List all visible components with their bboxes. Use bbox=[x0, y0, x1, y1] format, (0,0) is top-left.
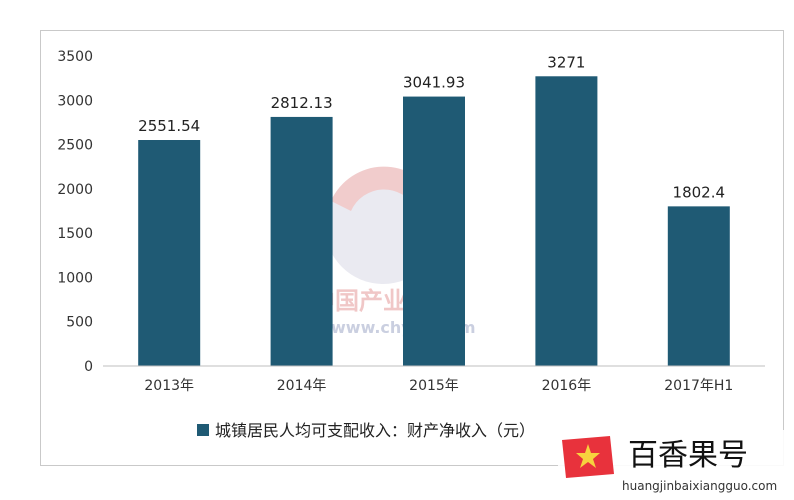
brand-name: 百香果号 bbox=[628, 438, 748, 473]
bar-value-label: 2812.13 bbox=[271, 94, 333, 112]
legend: 城镇居民人均可支配收入：财产净收入（元） bbox=[197, 421, 535, 440]
x-tick-label: 2017年H1 bbox=[664, 378, 733, 394]
y-tick-label: 3500 bbox=[57, 49, 93, 65]
x-tick-label: 2014年 bbox=[277, 378, 327, 394]
bar-chart: 中国产业信息 www.chyxx.com 0500100015002000250… bbox=[57, 49, 765, 440]
y-tick-label: 1000 bbox=[57, 270, 93, 286]
y-axis: 0 500 1000 1500 2000 2500 3000 3500 bbox=[57, 49, 93, 375]
star-icon bbox=[576, 444, 600, 468]
brand-badge: 百香果号 huangjinbaixiangguo.com bbox=[558, 430, 794, 496]
bar bbox=[403, 96, 465, 367]
bar-value-label: 3041.93 bbox=[403, 74, 465, 92]
legend-swatch bbox=[197, 424, 209, 436]
legend-label: 城镇居民人均可支配收入：财产净收入（元） bbox=[215, 421, 535, 440]
bar-value-label: 3271 bbox=[547, 53, 585, 71]
x-axis-labels: 2013年 2014年 2015年 2016年 2017年H1 bbox=[144, 378, 733, 394]
y-tick-label: 500 bbox=[66, 315, 93, 331]
bar-value-label: 2551.54 bbox=[138, 117, 200, 135]
bar bbox=[535, 76, 598, 367]
data-labels-group: 2551.54 2812.13 3041.93 3271 1802.4 bbox=[138, 53, 725, 201]
x-tick-label: 2013年 bbox=[144, 378, 194, 394]
y-tick-label: 2500 bbox=[57, 138, 93, 154]
bar bbox=[667, 206, 730, 366]
bar bbox=[138, 140, 201, 366]
chart-frame: 中国产业信息 www.chyxx.com 0500100015002000250… bbox=[40, 30, 784, 466]
y-tick-label: 2000 bbox=[57, 182, 93, 198]
y-tick-label: 0 bbox=[84, 359, 93, 375]
bar-value-label: 1802.4 bbox=[673, 183, 726, 201]
bars-group bbox=[138, 76, 730, 367]
brand-url: huangjinbaixiangguo.com bbox=[622, 479, 777, 493]
y-tick-label: 1500 bbox=[57, 226, 93, 242]
brand-logo bbox=[562, 436, 614, 478]
y-tick-label: 3000 bbox=[57, 93, 93, 109]
x-tick-label: 2016年 bbox=[542, 378, 592, 394]
x-tick-label: 2015年 bbox=[409, 378, 459, 394]
bar bbox=[270, 116, 333, 366]
